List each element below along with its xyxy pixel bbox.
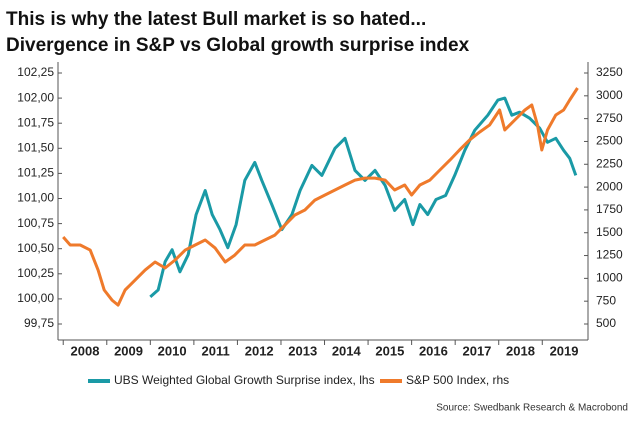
chart-title: This is why the latest Bull market is so…	[6, 9, 426, 30]
x-tick-label: 2008	[71, 343, 100, 358]
y2-tick-label: 2000	[596, 179, 623, 193]
x-tick-label: 2018	[506, 343, 535, 358]
y2-tick-label: 750	[596, 293, 616, 307]
y-tick-label: 101,50	[17, 140, 54, 154]
y2-tick-label: 1500	[596, 225, 623, 239]
y2-tick-label: 2500	[596, 134, 623, 148]
y-tick-label: 102,25	[17, 65, 54, 79]
y-tick-label: 100,00	[17, 291, 54, 305]
y-tick-label: 101,75	[17, 115, 54, 129]
x-tick-label: 2014	[332, 343, 362, 358]
x-tick-label: 2011	[202, 343, 230, 358]
y-tick-label: 99,75	[24, 316, 54, 330]
y-tick-label: 102,00	[17, 90, 54, 104]
x-tick-label: 2012	[245, 343, 274, 358]
x-tick-label: 2013	[288, 343, 317, 358]
x-tick-label: 2009	[114, 343, 143, 358]
y2-tick-label: 3250	[596, 65, 623, 79]
y2-tick-label: 2750	[596, 111, 623, 125]
y-tick-label: 100,50	[17, 241, 54, 255]
y2-tick-label: 500	[596, 316, 616, 330]
x-tick-label: 2016	[419, 343, 448, 358]
x-tick-label: 2015	[375, 343, 404, 358]
y2-tick-label: 1750	[596, 202, 623, 216]
y2-tick-label: 1250	[596, 248, 623, 262]
y-tick-label: 101,25	[17, 166, 54, 180]
series-line	[62, 87, 579, 307]
series-line	[149, 96, 578, 299]
y-tick-label: 100,75	[17, 216, 54, 230]
x-tick-label: 2010	[158, 343, 187, 358]
y2-tick-label: 1000	[596, 271, 623, 285]
y-tick-label: 100,25	[17, 266, 54, 280]
source-note: Source: Swedbank Research & Macrobond	[436, 403, 628, 414]
y-tick-label: 101,00	[17, 191, 54, 205]
x-tick-label: 2019	[550, 343, 579, 358]
y2-tick-label: 3000	[596, 88, 623, 102]
y2-tick-label: 2250	[596, 156, 623, 170]
chart-subtitle: Divergence in S&P vs Global growth surpr…	[6, 35, 470, 56]
legend-label: UBS Weighted Global Growth Surprise inde…	[114, 373, 375, 387]
legend-label: S&P 500 Index, rhs	[406, 373, 509, 387]
x-tick-label: 2017	[462, 343, 491, 358]
